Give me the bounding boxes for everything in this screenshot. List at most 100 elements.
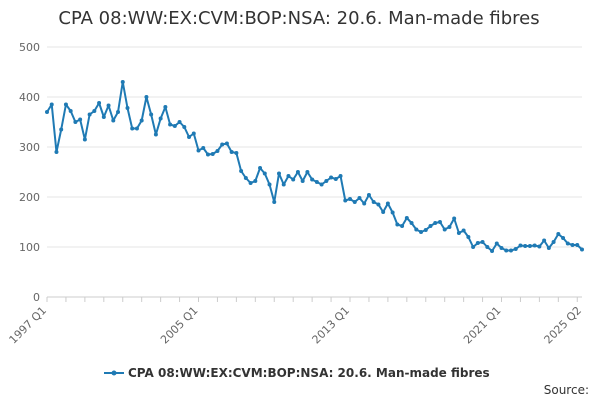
data-point[interactable]	[580, 247, 584, 252]
data-point[interactable]	[437, 220, 442, 224]
data-point[interactable]	[565, 241, 570, 246]
data-point[interactable]	[196, 148, 201, 153]
data-point[interactable]	[329, 175, 334, 180]
data-point[interactable]	[333, 177, 338, 181]
data-point[interactable]	[130, 126, 135, 131]
data-point[interactable]	[201, 146, 206, 150]
data-point[interactable]	[395, 222, 400, 227]
data-point[interactable]	[182, 125, 187, 129]
data-point[interactable]	[419, 230, 424, 234]
data-point[interactable]	[314, 180, 319, 184]
data-point[interactable]	[286, 174, 291, 178]
data-point[interactable]	[452, 216, 457, 221]
data-point[interactable]	[49, 102, 54, 107]
data-point[interactable]	[362, 201, 367, 206]
data-point[interactable]	[215, 149, 220, 153]
data-point[interactable]	[191, 131, 196, 136]
data-point[interactable]	[532, 243, 537, 248]
data-point[interactable]	[54, 150, 59, 154]
data-point[interactable]	[556, 232, 561, 236]
data-point[interactable]	[456, 231, 461, 235]
data-point[interactable]	[239, 169, 244, 173]
data-point[interactable]	[546, 246, 551, 250]
data-point[interactable]	[466, 235, 471, 239]
data-point[interactable]	[414, 227, 419, 232]
data-point[interactable]	[220, 142, 225, 147]
data-point[interactable]	[542, 238, 547, 243]
data-point[interactable]	[499, 246, 504, 250]
data-point[interactable]	[229, 150, 234, 154]
data-point[interactable]	[461, 228, 466, 233]
data-point[interactable]	[475, 241, 480, 245]
data-point[interactable]	[224, 141, 229, 146]
data-point[interactable]	[59, 127, 64, 132]
data-point[interactable]	[485, 245, 490, 249]
data-point[interactable]	[480, 240, 485, 244]
data-point[interactable]	[101, 115, 106, 119]
data-point[interactable]	[258, 166, 263, 170]
data-point[interactable]	[390, 210, 395, 215]
data-point[interactable]	[106, 103, 111, 108]
data-point[interactable]	[305, 170, 310, 174]
data-point[interactable]	[205, 152, 210, 157]
data-point[interactable]	[243, 176, 248, 180]
data-point[interactable]	[125, 106, 130, 110]
data-point[interactable]	[442, 227, 447, 232]
data-point[interactable]	[300, 179, 305, 183]
data-point[interactable]	[504, 248, 509, 253]
data-point[interactable]	[343, 198, 348, 203]
data-point[interactable]	[513, 247, 518, 251]
data-point[interactable]	[352, 200, 357, 204]
data-point[interactable]	[78, 117, 83, 122]
data-point[interactable]	[357, 196, 362, 200]
data-point[interactable]	[45, 110, 49, 114]
data-point[interactable]	[248, 181, 253, 185]
data-point[interactable]	[116, 110, 121, 114]
data-point[interactable]	[73, 120, 78, 124]
data-point[interactable]	[281, 182, 286, 187]
data-point[interactable]	[490, 249, 495, 253]
data-point[interactable]	[272, 200, 277, 204]
data-point[interactable]	[575, 243, 580, 247]
data-point[interactable]	[423, 228, 428, 232]
data-point[interactable]	[82, 137, 87, 142]
data-point[interactable]	[187, 135, 192, 139]
data-point[interactable]	[527, 244, 532, 248]
data-point[interactable]	[471, 245, 476, 249]
data-point[interactable]	[139, 118, 144, 123]
data-point[interactable]	[537, 244, 542, 249]
data-point[interactable]	[153, 132, 158, 137]
data-point[interactable]	[267, 182, 272, 187]
data-point[interactable]	[551, 240, 556, 244]
data-point[interactable]	[433, 221, 438, 225]
data-point[interactable]	[97, 101, 102, 105]
data-point[interactable]	[172, 124, 177, 128]
data-point[interactable]	[381, 210, 386, 214]
data-point[interactable]	[111, 118, 116, 123]
data-point[interactable]	[295, 170, 300, 174]
data-point[interactable]	[210, 152, 215, 156]
data-point[interactable]	[518, 243, 523, 248]
data-point[interactable]	[87, 112, 92, 117]
data-point[interactable]	[177, 120, 182, 124]
data-point[interactable]	[319, 182, 324, 187]
data-point[interactable]	[570, 243, 575, 247]
data-point[interactable]	[158, 116, 163, 121]
data-point[interactable]	[149, 112, 154, 117]
data-point[interactable]	[508, 248, 513, 253]
data-point[interactable]	[409, 221, 414, 225]
data-point[interactable]	[494, 241, 499, 246]
data-point[interactable]	[371, 200, 376, 204]
data-point[interactable]	[400, 224, 405, 228]
data-point[interactable]	[428, 224, 433, 228]
data-point[interactable]	[63, 102, 68, 107]
data-point[interactable]	[291, 177, 296, 182]
data-point[interactable]	[262, 171, 267, 176]
data-point[interactable]	[561, 236, 566, 240]
data-point[interactable]	[310, 177, 315, 182]
data-point[interactable]	[338, 174, 343, 178]
data-point[interactable]	[253, 179, 258, 183]
data-point[interactable]	[523, 244, 528, 248]
data-point[interactable]	[234, 151, 239, 155]
data-point[interactable]	[385, 201, 390, 206]
